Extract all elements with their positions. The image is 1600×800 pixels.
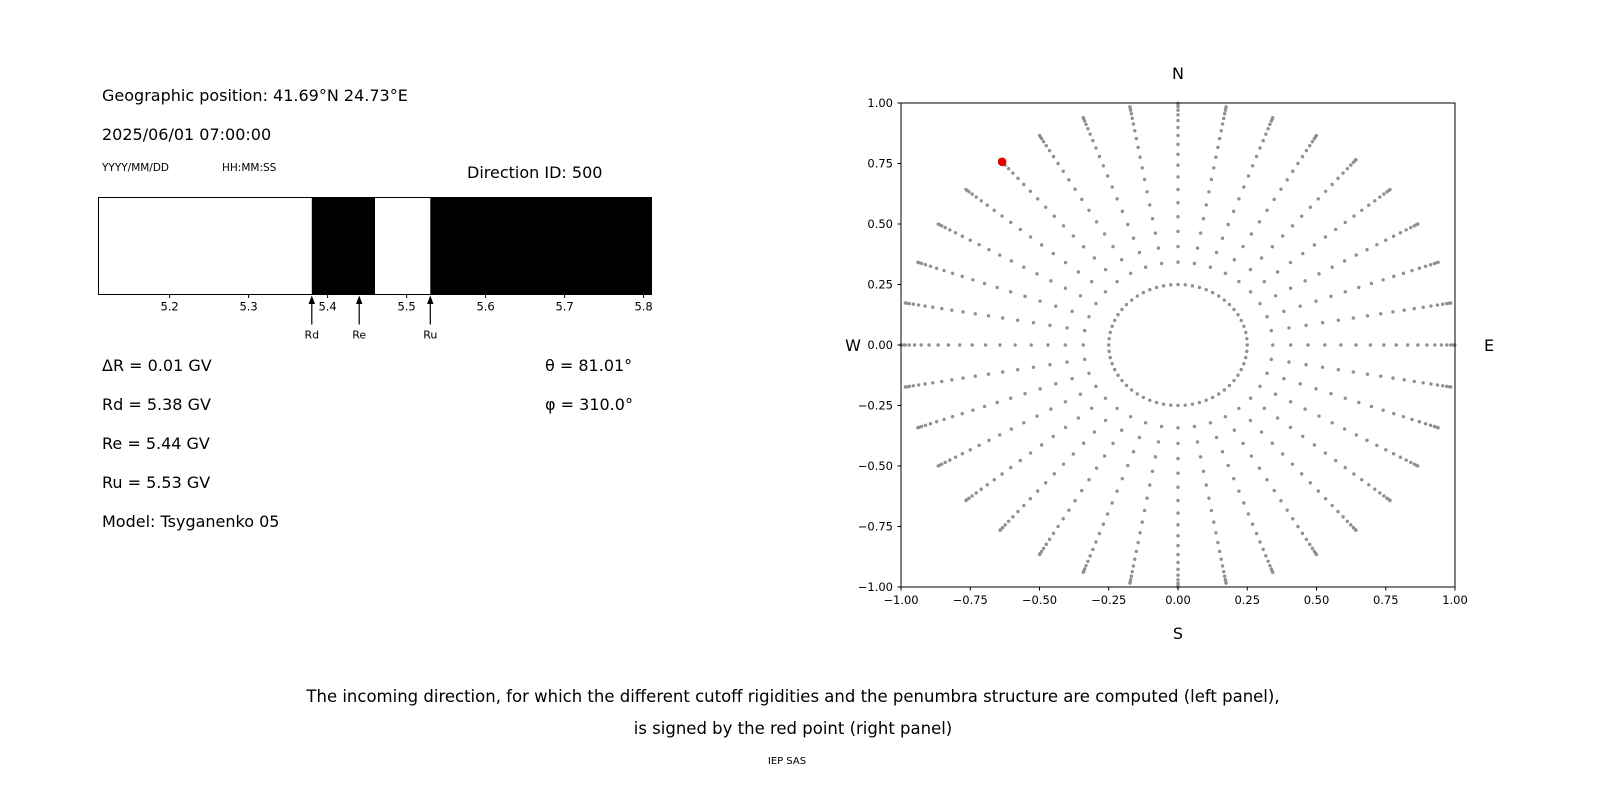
- compass-label-n: N: [1172, 64, 1184, 83]
- penumbra-chart: 5.2 5.3 5.4 5.5 5.6 5.7 5.8 Rd Re Ru: [97, 196, 652, 341]
- svg-text:−0.25: −0.25: [858, 399, 893, 413]
- compass-label-e: E: [1484, 336, 1494, 355]
- footer-credit: IEP SAS: [767, 756, 807, 767]
- penumbra-frame: [97, 196, 652, 295]
- svg-text:−0.75: −0.75: [953, 593, 988, 607]
- svg-text:5.8: 5.8: [634, 299, 652, 313]
- svg-text:5.5: 5.5: [397, 299, 415, 313]
- svg-text:1.00: 1.00: [1442, 593, 1468, 607]
- cutoff-marker-arrows: Rd Re Ru: [304, 295, 437, 341]
- sky-direction-chart: −1.00 −0.75 −0.50 −0.25 0.00 0.25 0.50 0.75 1.00…: [845, 64, 1494, 643]
- svg-text:0.00: 0.00: [867, 338, 893, 352]
- re-value: Re = 5.44 GV: [102, 434, 210, 453]
- svg-text:Re: Re: [352, 328, 366, 341]
- caption-line-2: is signed by the red point (right panel): [633, 719, 953, 738]
- compass-label-s: S: [1173, 624, 1183, 643]
- caption-line-1: The incoming direction, for which the di…: [306, 687, 1280, 706]
- svg-text:0.75: 0.75: [1373, 593, 1399, 607]
- svg-text:Rd: Rd: [304, 328, 319, 341]
- svg-text:Ru: Ru: [423, 328, 437, 341]
- svg-text:−0.50: −0.50: [1022, 593, 1057, 607]
- rd-value: Rd = 5.38 GV: [102, 395, 211, 414]
- svg-text:0.00: 0.00: [1165, 593, 1191, 607]
- sky-y-ticks: 1.00 0.75 0.50 0.25 0.00 −0.25 −0.50 −0.75 −1.00: [858, 96, 901, 594]
- svg-text:0.50: 0.50: [867, 217, 893, 231]
- penumbra-x-ticks: 5.2 5.3 5.4 5.5 5.6 5.7 5.8: [160, 294, 652, 313]
- svg-text:5.4: 5.4: [318, 299, 336, 313]
- red-direction-point: [997, 157, 1007, 167]
- direction-id-label: Direction ID: 500: [467, 163, 603, 182]
- model-label: Model: Tsyganenko 05: [102, 512, 280, 531]
- svg-text:−0.50: −0.50: [858, 459, 893, 473]
- penumbra-bands: [98, 197, 651, 294]
- svg-text:0.75: 0.75: [867, 157, 893, 171]
- ru-value: Ru = 5.53 GV: [102, 473, 211, 492]
- svg-text:−0.25: −0.25: [1091, 593, 1126, 607]
- geo-position-label: Geographic position: 41.69°N 24.73°E: [102, 86, 408, 105]
- compass-label-w: W: [845, 336, 861, 355]
- svg-text:−1.00: −1.00: [883, 593, 918, 607]
- svg-text:5.2: 5.2: [160, 299, 178, 313]
- date-format-label: YYYY/MM/DD: [102, 162, 170, 174]
- svg-text:−0.75: −0.75: [858, 520, 893, 534]
- datetime-label: 2025/06/01 07:00:00: [102, 125, 272, 144]
- phi-value: φ = 310.0°: [545, 395, 633, 414]
- svg-text:−1.00: −1.00: [858, 580, 893, 594]
- delta-r-value: ΔR = 0.01 GV: [102, 356, 212, 375]
- svg-text:1.00: 1.00: [867, 96, 893, 110]
- direction-grid-dots: [899, 101, 1457, 589]
- svg-text:0.25: 0.25: [867, 278, 893, 292]
- svg-text:0.25: 0.25: [1234, 593, 1260, 607]
- svg-text:5.3: 5.3: [239, 299, 257, 313]
- theta-value: θ = 81.01°: [545, 356, 633, 375]
- svg-text:0.50: 0.50: [1304, 593, 1330, 607]
- time-format-label: HH:MM:SS: [222, 162, 277, 174]
- svg-text:5.6: 5.6: [476, 299, 494, 313]
- svg-text:5.7: 5.7: [555, 299, 573, 313]
- sky-x-ticks: −1.00 −0.75 −0.50 −0.25 0.00 0.25 0.50 0.75 1.00: [883, 587, 1468, 607]
